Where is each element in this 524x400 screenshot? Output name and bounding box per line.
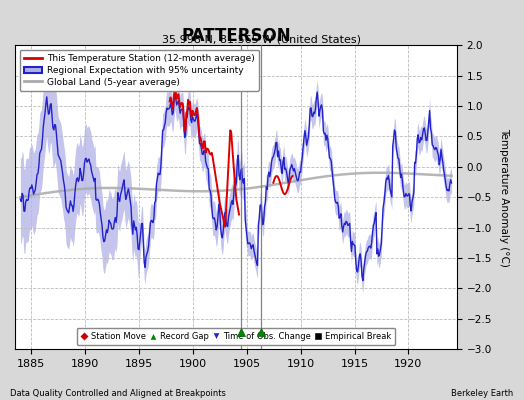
Text: 35.998 N, 81.565 W (United States): 35.998 N, 81.565 W (United States) (162, 34, 362, 44)
Y-axis label: Temperature Anomaly (°C): Temperature Anomaly (°C) (499, 128, 509, 267)
Text: Berkeley Earth: Berkeley Earth (451, 389, 514, 398)
Legend: Station Move, Record Gap, Time of Obs. Change, Empirical Break: Station Move, Record Gap, Time of Obs. C… (77, 328, 396, 345)
Text: Data Quality Controlled and Aligned at Breakpoints: Data Quality Controlled and Aligned at B… (10, 389, 226, 398)
Title: PATTERSON: PATTERSON (181, 27, 291, 45)
